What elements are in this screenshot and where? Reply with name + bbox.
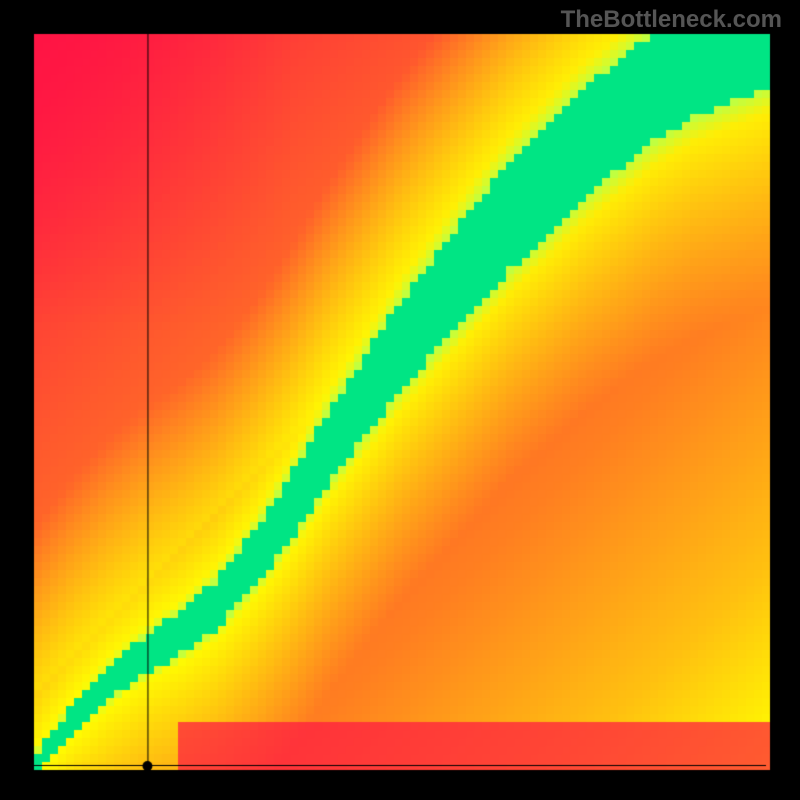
chart-container: TheBottleneck.com <box>0 0 800 800</box>
watermark-text: TheBottleneck.com <box>561 6 782 34</box>
heatmap-canvas <box>0 0 800 800</box>
